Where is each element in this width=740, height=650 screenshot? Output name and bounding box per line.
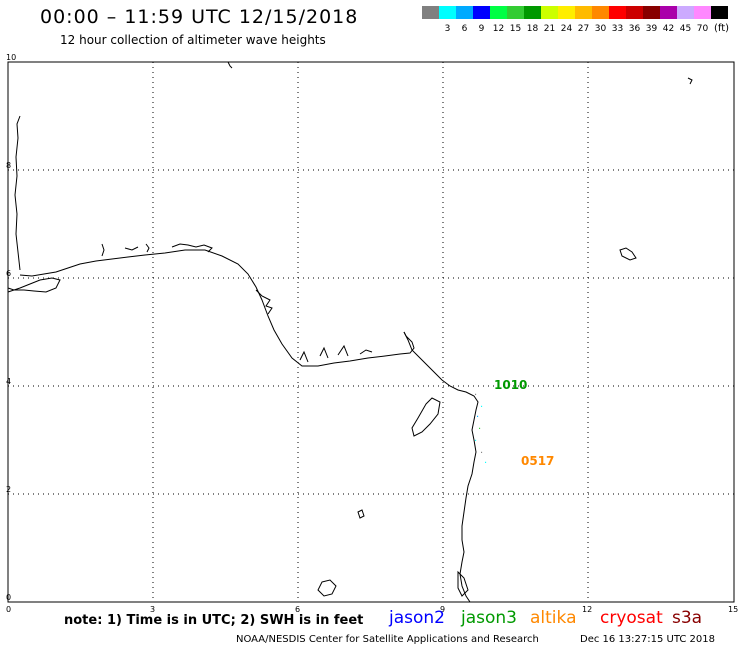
axis-labels: 0 3 6 9 12 15 0 2 4 6 8 10 [6, 53, 738, 614]
track-time-label: 1010 [494, 378, 527, 392]
track-time-label: 0517 [521, 454, 554, 468]
color-legend: 3 6 9 12 15 18 21 24 27 30 33 36 39 42 45 70 [422, 6, 728, 34]
legend-cryosat: cryosat [600, 608, 663, 628]
y-tick-label: 6 [6, 269, 11, 278]
plot-frame [7, 61, 735, 603]
x-tick-label: 15 [728, 605, 738, 614]
legend-swatch [592, 6, 609, 19]
legend-label: 24 [561, 24, 573, 34]
legend-swatch [626, 6, 643, 19]
y-tick-label: 10 [6, 53, 16, 62]
legend-swatch [507, 6, 524, 19]
x-tick-label: 6 [295, 605, 300, 614]
satellite-track: · · · · · · · [474, 390, 487, 469]
legend-label: 42 [663, 24, 674, 34]
legend-altika: altika [530, 608, 577, 628]
legend-unit: (ft) [714, 23, 729, 34]
track-point: · [478, 424, 481, 435]
legend-swatch [541, 6, 558, 19]
legend-swatch [473, 6, 490, 19]
legend-swatch [677, 6, 694, 19]
x-tick-label: 3 [150, 605, 155, 614]
legend-swatch [711, 6, 728, 19]
legend-swatch [422, 6, 439, 19]
y-tick-label: 2 [6, 485, 11, 494]
legend-jason3: jason3 [461, 608, 517, 628]
legend-swatch [643, 6, 660, 19]
page-subtitle: 12 hour collection of altimeter wave hei… [60, 33, 326, 47]
legend-label: 27 [578, 24, 589, 34]
footer-timestamp: Dec 16 13:27:15 UTC 2018 [580, 634, 715, 645]
x-tick-label: 0 [6, 605, 11, 614]
legend-label: 70 [697, 24, 709, 34]
y-tick-label: 0 [6, 593, 11, 602]
footer-note: note: 1) Time is in UTC; 2) SWH is in fe… [64, 613, 364, 628]
y-tick-label: 8 [6, 161, 11, 170]
legend-swatch [439, 6, 456, 19]
legend-swatch [575, 6, 592, 19]
legend-swatch [558, 6, 575, 19]
x-tick-label: 12 [582, 605, 592, 614]
legend-label: 36 [629, 24, 641, 34]
legend-swatch [524, 6, 541, 19]
graticule [8, 62, 734, 602]
legend-label: 30 [595, 24, 607, 34]
legend-label: 12 [493, 24, 504, 34]
legend-label: 18 [527, 24, 539, 34]
legend-s3a: s3a [672, 608, 703, 628]
footer-credit: NOAA/NESDIS Center for Satellite Applica… [236, 634, 539, 645]
legend-swatch [456, 6, 473, 19]
track-point: · [484, 458, 487, 469]
legend-swatch [694, 6, 711, 19]
x-tick-label: 9 [440, 605, 445, 614]
y-tick-label: 4 [6, 377, 11, 386]
legend-label: 45 [680, 24, 691, 34]
legend-label: 33 [612, 24, 623, 34]
legend-label: 15 [510, 24, 521, 34]
legend-label: 39 [646, 24, 658, 34]
legend-label: 3 [445, 24, 451, 34]
legend-swatch [609, 6, 626, 19]
track-point: · [480, 402, 483, 413]
legend-label: 9 [479, 24, 485, 34]
legend-swatch [490, 6, 507, 19]
page-title: 00:00 – 11:59 UTC 12/15/2018 [40, 6, 359, 28]
track-point: · [476, 412, 479, 423]
coastline [7, 61, 693, 603]
legend-jason2: jason2 [389, 608, 445, 628]
track-point: · [474, 436, 477, 447]
legend-label: 21 [544, 24, 555, 34]
track-point: · [474, 390, 477, 401]
track-point: · [480, 448, 483, 459]
legend-label: 6 [462, 24, 468, 34]
legend-swatch [660, 6, 677, 19]
